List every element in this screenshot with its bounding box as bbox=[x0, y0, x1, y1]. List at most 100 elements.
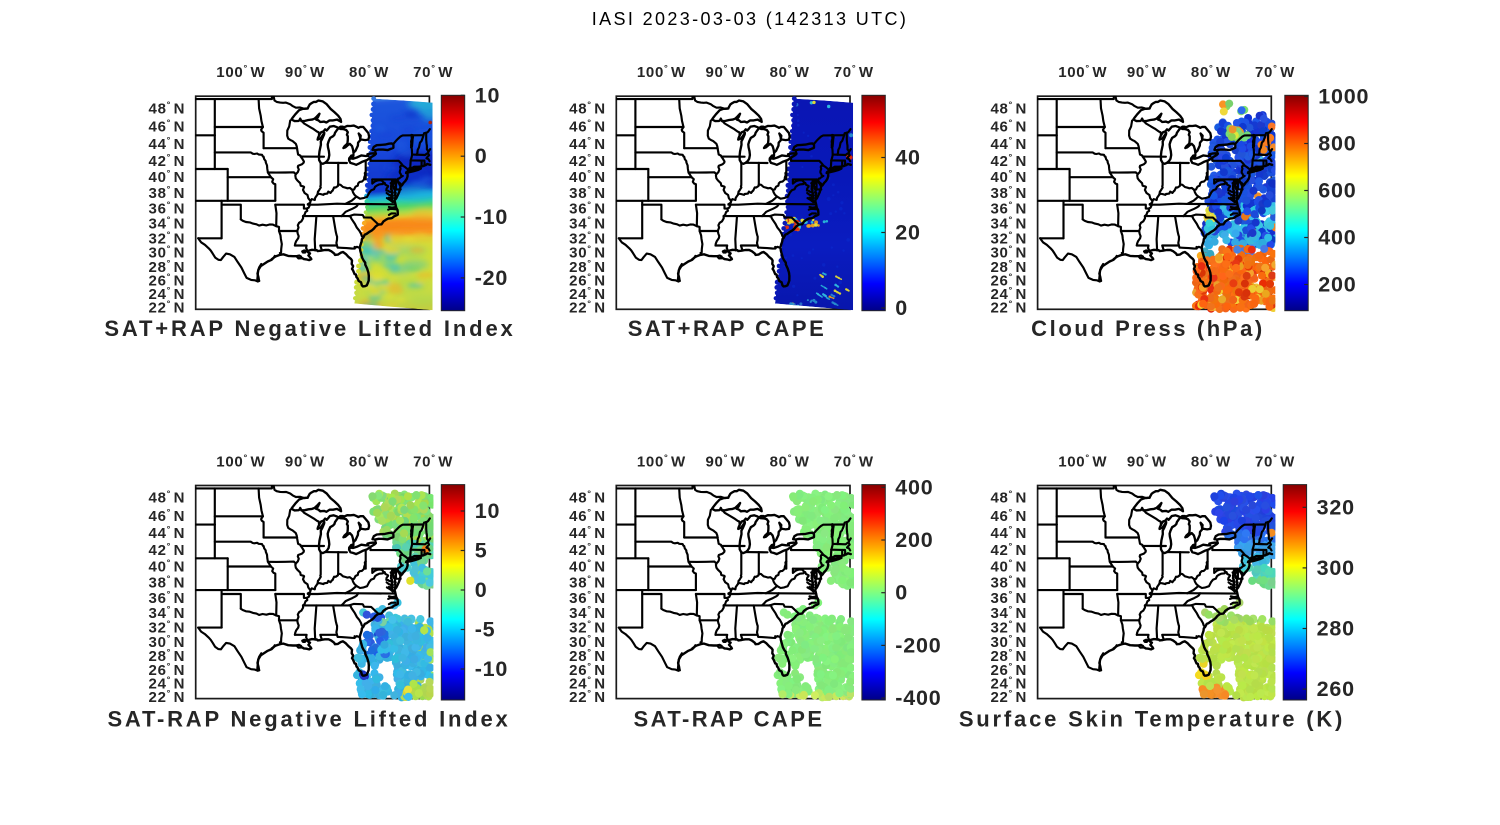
svg-text:46°N: 46° N bbox=[990, 118, 1027, 136]
svg-text:400: 400 bbox=[1318, 226, 1356, 250]
svg-text:70°W: 70° W bbox=[413, 63, 453, 81]
svg-text:90°W: 90° W bbox=[1127, 63, 1167, 81]
svg-text:48°N: 48° N bbox=[569, 489, 606, 507]
svg-text:80°W: 80° W bbox=[770, 453, 810, 471]
svg-text:28°N: 28° N bbox=[990, 647, 1027, 665]
svg-text:70°W: 70° W bbox=[834, 63, 874, 81]
svg-text:44°N: 44° N bbox=[569, 135, 606, 153]
svg-text:40°N: 40° N bbox=[149, 558, 186, 576]
svg-text:30°N: 30° N bbox=[149, 244, 186, 262]
svg-text:Surface Skin Temperature (K): Surface Skin Temperature (K) bbox=[959, 706, 1345, 731]
svg-text:38°N: 38° N bbox=[149, 184, 186, 202]
svg-text:32°N: 32° N bbox=[149, 229, 186, 247]
svg-text:40°N: 40° N bbox=[990, 168, 1027, 186]
svg-text:SAT-RAP Negative Lifted Index: SAT-RAP Negative Lifted Index bbox=[107, 706, 510, 731]
svg-text:48°N: 48° N bbox=[569, 99, 606, 117]
svg-text:200: 200 bbox=[1318, 273, 1356, 297]
svg-text:38°N: 38° N bbox=[569, 573, 606, 591]
svg-text:-5: -5 bbox=[475, 618, 496, 642]
svg-text:80°W: 80° W bbox=[349, 453, 389, 471]
svg-text:320: 320 bbox=[1317, 495, 1355, 519]
svg-text:30°N: 30° N bbox=[990, 244, 1027, 262]
svg-text:100°W: 100° W bbox=[216, 63, 265, 81]
svg-text:30°N: 30° N bbox=[569, 633, 606, 651]
svg-text:42°N: 42° N bbox=[149, 541, 186, 559]
svg-text:22°N: 22° N bbox=[990, 299, 1027, 317]
svg-text:20: 20 bbox=[895, 221, 921, 245]
svg-text:0: 0 bbox=[895, 296, 908, 320]
svg-text:24°N: 24° N bbox=[569, 675, 606, 693]
svg-text:SAT-RAP CAPE: SAT-RAP CAPE bbox=[634, 706, 825, 731]
svg-text:10: 10 bbox=[475, 83, 501, 107]
svg-text:36°N: 36° N bbox=[990, 200, 1027, 218]
svg-text:42°N: 42° N bbox=[569, 541, 606, 559]
svg-text:26°N: 26° N bbox=[149, 661, 186, 679]
svg-text:-10: -10 bbox=[475, 205, 508, 229]
svg-text:38°N: 38° N bbox=[569, 184, 606, 202]
svg-text:42°N: 42° N bbox=[990, 541, 1027, 559]
svg-text:28°N: 28° N bbox=[569, 258, 606, 276]
svg-text:80°W: 80° W bbox=[1191, 63, 1231, 81]
svg-text:48°N: 48° N bbox=[149, 489, 186, 507]
svg-text:22°N: 22° N bbox=[569, 299, 606, 317]
svg-text:24°N: 24° N bbox=[149, 675, 186, 693]
svg-text:46°N: 46° N bbox=[569, 507, 606, 525]
svg-text:44°N: 44° N bbox=[149, 135, 186, 153]
svg-text:70°W: 70° W bbox=[834, 453, 874, 471]
svg-text:28°N: 28° N bbox=[149, 258, 186, 276]
svg-text:38°N: 38° N bbox=[149, 573, 186, 591]
svg-text:200: 200 bbox=[895, 528, 933, 552]
svg-text:0: 0 bbox=[895, 581, 908, 605]
svg-text:300: 300 bbox=[1317, 556, 1355, 580]
svg-text:90°W: 90° W bbox=[706, 63, 746, 81]
svg-text:24°N: 24° N bbox=[990, 285, 1027, 303]
svg-text:46°N: 46° N bbox=[149, 118, 186, 136]
svg-text:260: 260 bbox=[1317, 677, 1355, 701]
svg-text:26°N: 26° N bbox=[990, 272, 1027, 290]
svg-text:-200: -200 bbox=[895, 633, 941, 657]
svg-text:90°W: 90° W bbox=[285, 453, 325, 471]
svg-text:48°N: 48° N bbox=[990, 489, 1027, 507]
svg-text:42°N: 42° N bbox=[990, 152, 1027, 170]
svg-text:400: 400 bbox=[895, 475, 933, 499]
svg-text:100°W: 100° W bbox=[216, 453, 265, 471]
svg-text:280: 280 bbox=[1317, 617, 1355, 641]
svg-text:100°W: 100° W bbox=[1058, 453, 1107, 471]
svg-text:36°N: 36° N bbox=[569, 589, 606, 607]
svg-text:80°W: 80° W bbox=[770, 63, 810, 81]
svg-text:IASI 2023-03-03 (142313 UTC): IASI 2023-03-03 (142313 UTC) bbox=[592, 9, 909, 29]
svg-text:100°W: 100° W bbox=[637, 453, 686, 471]
svg-text:42°N: 42° N bbox=[149, 152, 186, 170]
svg-text:30°N: 30° N bbox=[990, 633, 1027, 651]
svg-text:48°N: 48° N bbox=[149, 99, 186, 117]
svg-text:70°W: 70° W bbox=[1255, 453, 1295, 471]
svg-text:44°N: 44° N bbox=[990, 135, 1027, 153]
svg-text:28°N: 28° N bbox=[990, 258, 1027, 276]
svg-text:22°N: 22° N bbox=[990, 688, 1027, 706]
svg-text:46°N: 46° N bbox=[990, 507, 1027, 525]
svg-text:34°N: 34° N bbox=[990, 215, 1027, 233]
svg-text:90°W: 90° W bbox=[285, 63, 325, 81]
svg-text:36°N: 36° N bbox=[990, 589, 1027, 607]
svg-text:Cloud Press (hPa): Cloud Press (hPa) bbox=[1031, 316, 1265, 341]
svg-text:22°N: 22° N bbox=[149, 299, 186, 317]
svg-text:28°N: 28° N bbox=[149, 647, 186, 665]
svg-text:42°N: 42° N bbox=[569, 152, 606, 170]
svg-text:100°W: 100° W bbox=[637, 63, 686, 81]
svg-text:0: 0 bbox=[475, 578, 488, 602]
svg-text:22°N: 22° N bbox=[569, 688, 606, 706]
svg-text:40°N: 40° N bbox=[569, 558, 606, 576]
svg-text:36°N: 36° N bbox=[569, 200, 606, 218]
svg-text:SAT+RAP Negative Lifted Index: SAT+RAP Negative Lifted Index bbox=[104, 316, 515, 341]
svg-text:26°N: 26° N bbox=[569, 661, 606, 679]
svg-text:32°N: 32° N bbox=[990, 229, 1027, 247]
svg-text:-400: -400 bbox=[895, 686, 941, 710]
svg-text:100°W: 100° W bbox=[1058, 63, 1107, 81]
svg-text:80°W: 80° W bbox=[349, 63, 389, 81]
svg-text:SAT+RAP CAPE: SAT+RAP CAPE bbox=[628, 316, 827, 341]
svg-text:34°N: 34° N bbox=[569, 604, 606, 622]
svg-text:600: 600 bbox=[1318, 179, 1356, 203]
svg-text:34°N: 34° N bbox=[149, 215, 186, 233]
svg-text:28°N: 28° N bbox=[569, 647, 606, 665]
svg-text:1000: 1000 bbox=[1318, 85, 1369, 109]
